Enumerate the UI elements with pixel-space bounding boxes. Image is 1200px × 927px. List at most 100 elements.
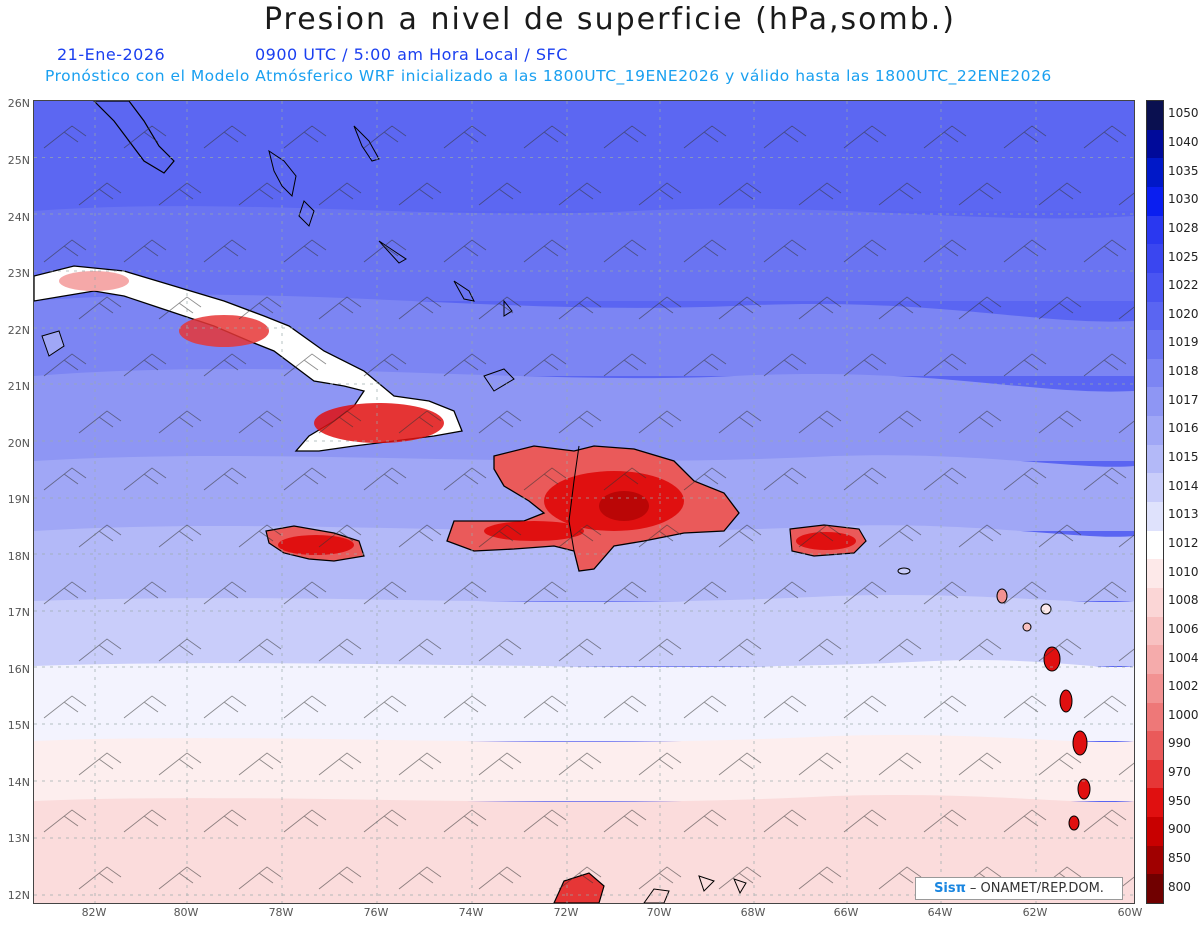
wind-barb (123, 239, 167, 263)
lat-label-16n: 16N (7, 663, 30, 676)
colorbar-segment-1019 (1147, 330, 1163, 360)
colorbar-segment-950 (1147, 788, 1163, 818)
forecast-time-info: 0900 UTC / 5:00 am Hora Local / SFC (255, 45, 568, 64)
wind-barb (398, 524, 442, 548)
wind-barb (123, 353, 167, 377)
wind-barb (923, 695, 967, 719)
wind-barb (123, 809, 167, 833)
lat-label-23n: 23N (7, 267, 30, 280)
lat-label-13n: 13N (7, 832, 30, 845)
colorbar-label-1025: 1025 (1168, 249, 1199, 264)
wind-barb (638, 410, 682, 434)
wind-barb (1118, 420, 1134, 434)
wind-barb (158, 752, 202, 776)
wind-barb (603, 581, 647, 605)
colorbar-segment-1022 (1147, 272, 1163, 302)
colorbar-label-970: 970 (1168, 765, 1191, 780)
wind-barb (843, 809, 887, 833)
lon-label-76w: 76W (363, 906, 389, 919)
wind-barb (203, 125, 247, 149)
colorbar-label-1030: 1030 (1168, 192, 1199, 207)
wind-barb (443, 125, 487, 149)
wind-barb (923, 581, 967, 605)
wind-barb (1038, 752, 1082, 776)
wind-barb (798, 296, 842, 320)
colorbar-label-1017: 1017 (1168, 392, 1199, 407)
guadeloupe-island (1043, 646, 1061, 672)
wind-barb (443, 353, 487, 377)
haiti-dr-border (568, 445, 580, 552)
wind-barb (363, 467, 407, 491)
wind-barb (1083, 467, 1127, 491)
colorbar-segment-1028 (1147, 215, 1163, 245)
colorbar-segment-1040 (1147, 129, 1163, 159)
wind-barb (398, 410, 442, 434)
wind-barb (363, 239, 407, 263)
pressure-colorbar (1146, 100, 1164, 904)
wind-barb (1003, 695, 1047, 719)
colorbar-segment-1008 (1147, 587, 1163, 618)
wind-barb (78, 182, 122, 206)
colorbar-segment-800 (1147, 874, 1163, 904)
wind-barb (398, 752, 442, 776)
wind-barb (283, 581, 327, 605)
florida-outline (93, 101, 175, 174)
colorbar-label-1008: 1008 (1168, 593, 1199, 608)
wind-barb (718, 752, 762, 776)
wind-barb (1038, 410, 1082, 434)
wind-barb (763, 125, 807, 149)
wind-barb (763, 467, 807, 491)
colorbar-label-850: 850 (1168, 851, 1191, 866)
wind-barb (958, 182, 1002, 206)
wind-barb (158, 410, 202, 434)
wind-barb (558, 866, 602, 890)
wind-barb (478, 524, 522, 548)
wind-barb (158, 182, 202, 206)
wind-barb (1118, 192, 1134, 206)
lat-label-18n: 18N (7, 550, 30, 563)
wind-barb (843, 353, 887, 377)
forecast-model-info: Pronóstico con el Modelo Atmósferico WRF… (45, 67, 1052, 85)
lon-label-78w: 78W (268, 906, 294, 919)
colorbar-label-1016: 1016 (1168, 421, 1199, 436)
wind-barb (558, 524, 602, 548)
lat-label-21n: 21N (7, 380, 30, 393)
wind-barb (43, 695, 87, 719)
pressure-map (33, 100, 1135, 904)
pressure-band-1017 (34, 368, 1134, 461)
wind-barb (1083, 695, 1127, 719)
wind-barb (283, 353, 327, 377)
montserrat-island (1022, 622, 1032, 632)
colorbar-segment-990 (1147, 731, 1163, 761)
wind-barb (478, 638, 522, 662)
colorbar-label-1000: 1000 (1168, 707, 1199, 722)
dominica-island (1059, 689, 1073, 713)
wind-barb (283, 125, 327, 149)
wind-barb (238, 524, 282, 548)
colorbar-label-1019: 1019 (1168, 335, 1199, 350)
wind-barb (363, 809, 407, 833)
wind-barb (558, 182, 602, 206)
colorbar-label-900: 900 (1168, 822, 1191, 837)
wind-barb (683, 467, 727, 491)
puerto-rico-low-pressure (796, 532, 856, 550)
wind-barb (523, 239, 567, 263)
wind-barb (958, 524, 1002, 548)
wind-barb (43, 125, 87, 149)
wind-barb (878, 638, 922, 662)
colorbar-segment-850 (1147, 845, 1163, 875)
colorbar-segment-1035 (1147, 158, 1163, 188)
antigua-island (996, 588, 1008, 604)
lat-label-15n: 15N (7, 719, 30, 732)
wind-barb (798, 410, 842, 434)
lat-label-24n: 24N (7, 211, 30, 224)
st-vincent-island (1068, 815, 1080, 831)
colorbar-label-1035: 1035 (1168, 163, 1199, 178)
wind-barb (478, 752, 522, 776)
wind-barb (1003, 809, 1047, 833)
wind-barb (923, 809, 967, 833)
wind-barb (523, 353, 567, 377)
wind-barb (478, 296, 522, 320)
colorbar-label-1014: 1014 (1168, 478, 1199, 493)
inagua-island (483, 368, 515, 392)
